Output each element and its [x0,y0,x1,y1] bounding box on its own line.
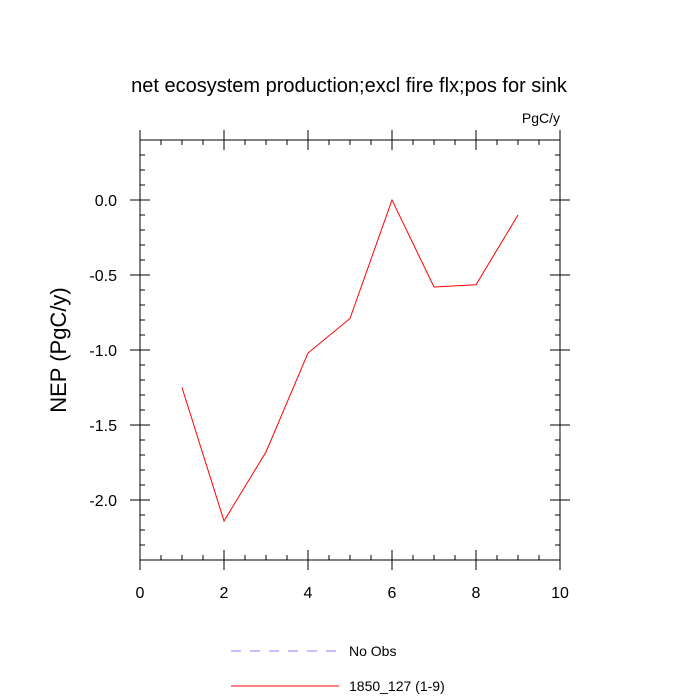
axis-ticks [130,130,570,570]
legend: No Obs 1850_127 (1-9) [231,643,445,694]
y-tick-label: -2.0 [89,493,117,510]
plot-frame [139,139,561,561]
x-tick-label: 8 [472,585,481,602]
y-tick-label: -0.5 [89,268,117,285]
chart-title: net ecosystem production;excl fire flx;p… [131,75,568,97]
units-label: PgC/y [522,110,560,126]
x-tick-label: 10 [551,585,569,602]
series-group [181,198,519,523]
x-tick-label: 2 [220,585,229,602]
y-tick-label: -1.5 [89,418,117,435]
x-tick-label: 6 [388,585,397,602]
y-tick-label: 0.0 [95,193,117,210]
legend-label: 1850_127 (1-9) [349,678,445,694]
x-tick-label: 4 [304,585,313,602]
series-line [181,198,519,523]
y-tick-label: -1.0 [89,343,117,360]
x-tick-labels: 0 2 4 6 8 10 [136,585,569,602]
legend-label: No Obs [349,643,396,659]
y-tick-labels: 0.0 -0.5 -1.0 -1.5 -2.0 [89,193,117,510]
x-tick-label: 0 [136,585,145,602]
y-axis-label: NEP (PgC/y) [46,287,71,413]
